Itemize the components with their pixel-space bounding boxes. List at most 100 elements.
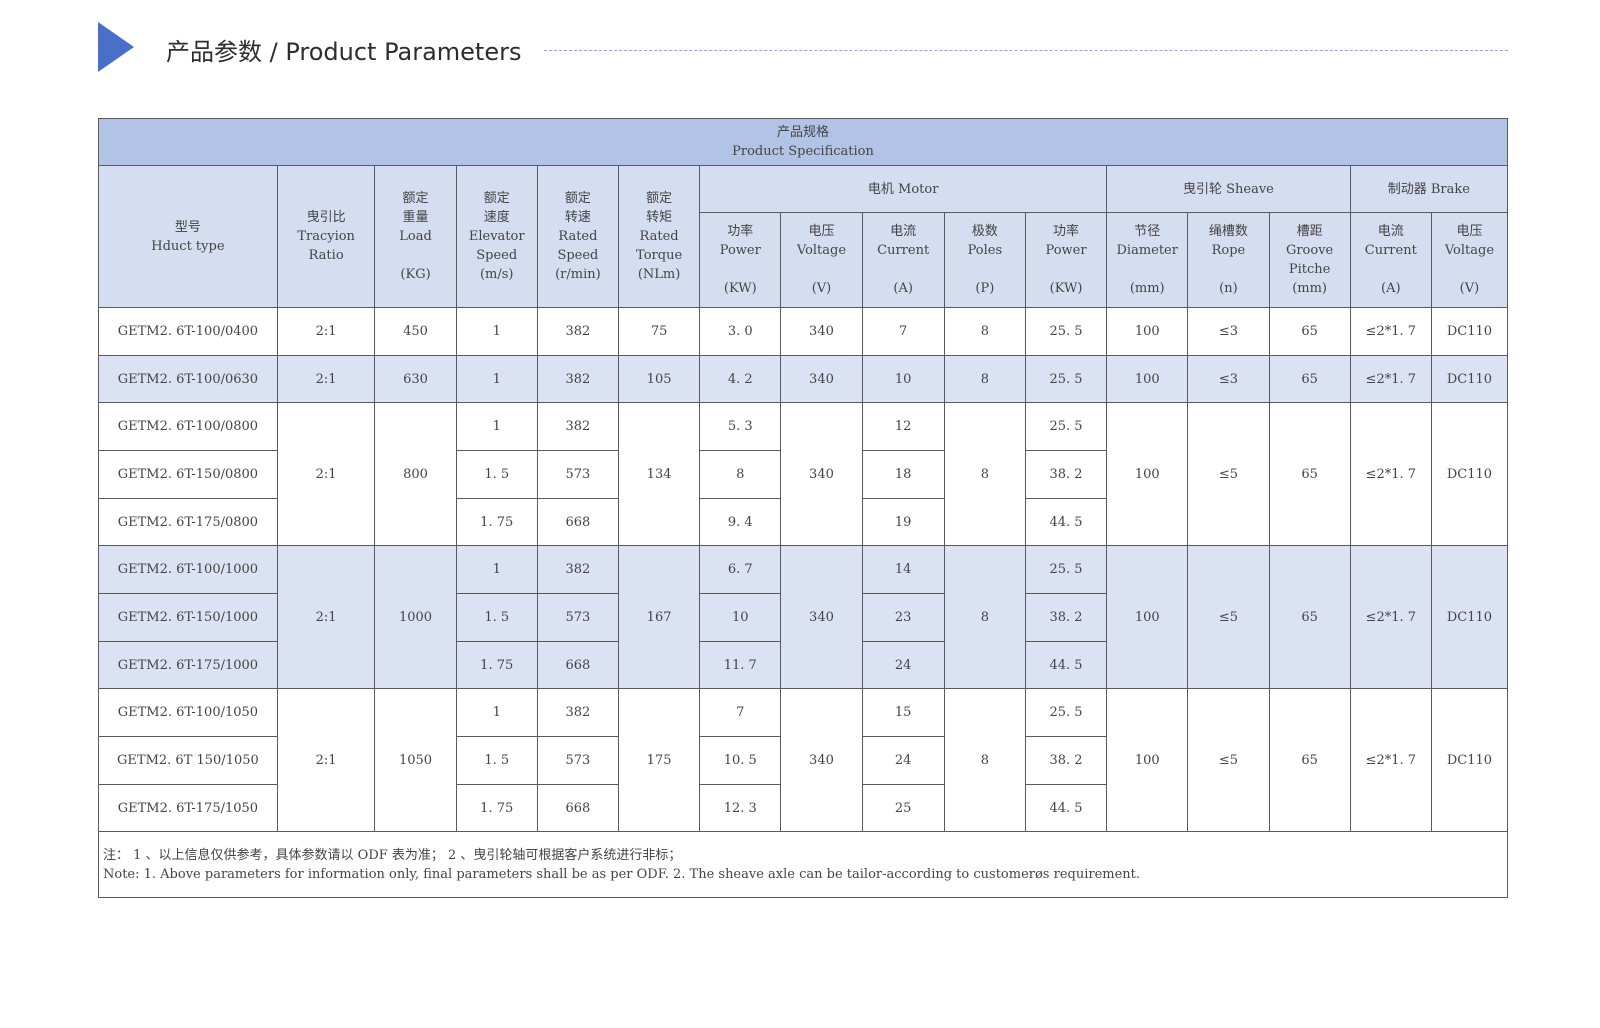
col-header-rpm: 额定 转速 Rated Speed (r/min)	[536, 165, 620, 308]
cell: 8	[943, 688, 1026, 832]
cell: GETM2. 6T-150/1000	[98, 593, 278, 642]
cell: 75	[617, 307, 701, 356]
cell: 668	[536, 498, 620, 546]
table-footnote-row: 注： 1 、以上信息仅供参考，具体参数请以 ODF 表为准； 2 、曳引轮轴可根…	[98, 831, 1508, 898]
table-row: GETM2. 6T-100/1050 2:1 1050 1 382 175 7 …	[98, 688, 1509, 832]
cell: 10	[699, 593, 782, 642]
table-row: GETM2. 6T-100/1000 2:1 1000 1 382 167 6.…	[98, 545, 1509, 689]
cell: 382	[536, 402, 620, 451]
cell: 1000	[374, 545, 457, 689]
cell: 105	[617, 355, 701, 403]
cell: 573	[536, 593, 620, 642]
cell: 8	[699, 450, 782, 499]
cell: 12	[861, 402, 945, 451]
col-header-brake-voltage: 电压 Voltage (V)	[1430, 212, 1509, 308]
cell: 1. 5	[455, 450, 538, 499]
cell: 7	[699, 688, 782, 737]
cell: 65	[1268, 355, 1351, 403]
cell: GETM2. 6T-175/1050	[98, 784, 278, 832]
cell: 340	[780, 355, 863, 403]
col-header-diameter: 节径 Diameter (mm)	[1106, 212, 1189, 308]
cell: GETM2. 6T-100/0800	[98, 402, 278, 451]
cell: 1	[455, 355, 538, 403]
group-header-brake: 制动器 Brake	[1349, 165, 1509, 213]
cell: DC110	[1430, 545, 1509, 689]
cell: DC110	[1430, 402, 1509, 546]
table-row: GETM2. 6T 150/1050 1. 5 573 10. 5 24 38.…	[98, 736, 1508, 785]
cell: 175	[617, 688, 701, 832]
cell: 25. 5	[1024, 545, 1108, 594]
cell: ≤3	[1187, 307, 1270, 356]
col-header-pitch: 槽距 Groove Pitche (mm)	[1268, 212, 1351, 308]
col-header-poles: 极数 Poles (P)	[943, 212, 1026, 308]
cell: 1. 75	[455, 498, 538, 546]
cell: 1	[455, 545, 538, 594]
cell: 800	[374, 402, 457, 546]
cell: 382	[536, 307, 620, 356]
cell: 340	[780, 688, 863, 832]
cell: 65	[1268, 688, 1351, 832]
section-header: 产品参数 / Product Parameters	[98, 22, 1508, 78]
table-row: GETM2. 6T-100/0800 2:1 800 1 382 134 5. …	[98, 402, 1509, 546]
cell: 10. 5	[699, 736, 782, 785]
cell: 2:1	[276, 355, 376, 403]
cell: 5. 3	[699, 402, 782, 451]
cell: 8	[943, 307, 1026, 356]
cell: 25. 5	[1024, 402, 1108, 451]
cell: 100	[1106, 402, 1189, 546]
cell: 8	[943, 402, 1026, 546]
col-header-power: 功率 Power (KW)	[699, 212, 782, 308]
play-arrow-icon	[98, 22, 134, 72]
cell: 668	[536, 784, 620, 832]
table-row: GETM2. 6T-150/1000 1. 5 573 10 23 38. 2	[98, 593, 1508, 642]
cell: 340	[780, 545, 863, 689]
cell: 25	[861, 784, 945, 832]
footnote-en: Note: 1. Above parameters for informatio…	[103, 866, 1141, 882]
table-row: GETM2. 6T-175/1000 1. 75 668 11. 7 24 44…	[98, 641, 1508, 689]
cell: 38. 2	[1024, 450, 1108, 499]
cell: GETM2. 6T-100/0400	[98, 307, 278, 356]
cell: 100	[1106, 545, 1189, 689]
cell: 1. 5	[455, 593, 538, 642]
cell: ≤2*1. 7	[1349, 307, 1432, 356]
cell: 340	[780, 402, 863, 546]
col-header-rope: 绳槽数 Rope (n)	[1187, 212, 1270, 308]
footnote-cn: 注： 1 、以上信息仅供参考，具体参数请以 ODF 表为准； 2 、曳引轮轴可根…	[103, 847, 682, 863]
cell: 38. 2	[1024, 593, 1108, 642]
table-row: GETM2. 6T-100/0630 2:1 630 1 382 105 4. …	[98, 355, 1509, 403]
cell: 23	[861, 593, 945, 642]
col-header-ratio: 曳引比 Tracyion Ratio	[276, 165, 376, 308]
cell: 2:1	[276, 688, 376, 832]
col-header-power-2: 功率 Power (KW)	[1024, 212, 1108, 308]
table-row: GETM2. 6T-100/0400 2:1 450 1 382 75 3. 0…	[98, 307, 1509, 356]
cell: 1050	[374, 688, 457, 832]
cell: 1. 75	[455, 784, 538, 832]
cell: 382	[536, 545, 620, 594]
cell: 65	[1268, 307, 1351, 356]
cell: ≤5	[1187, 545, 1270, 689]
cell: 44. 5	[1024, 498, 1108, 546]
cell: 25. 5	[1024, 355, 1108, 403]
cell: 382	[536, 355, 620, 403]
cell: 24	[861, 736, 945, 785]
cell: 573	[536, 736, 620, 785]
table-caption: 产品规格 Product Specification	[98, 118, 1508, 166]
cell: 100	[1106, 307, 1189, 356]
cell: 65	[1268, 545, 1351, 689]
cell: 1	[455, 402, 538, 451]
cell: 14	[861, 545, 945, 594]
cell: 19	[861, 498, 945, 546]
col-header-load: 额定 重量 Load (KG)	[374, 165, 457, 308]
cell: 573	[536, 450, 620, 499]
cell: 15	[861, 688, 945, 737]
cell: 6. 7	[699, 545, 782, 594]
cell: GETM2. 6T-100/0630	[98, 355, 278, 403]
cell: DC110	[1430, 688, 1509, 832]
col-header-brake-current: 电流 Current (A)	[1349, 212, 1432, 308]
cell: 134	[617, 402, 701, 546]
cell: 8	[943, 545, 1026, 689]
col-header-torque: 额定 转矩 Rated Torque (NLm)	[617, 165, 701, 308]
cell: GETM2. 6T-100/1000	[98, 545, 278, 594]
table-row: GETM2. 6T-150/0800 1. 5 573 8 18 38. 2	[98, 450, 1508, 499]
cell: 668	[536, 641, 620, 689]
